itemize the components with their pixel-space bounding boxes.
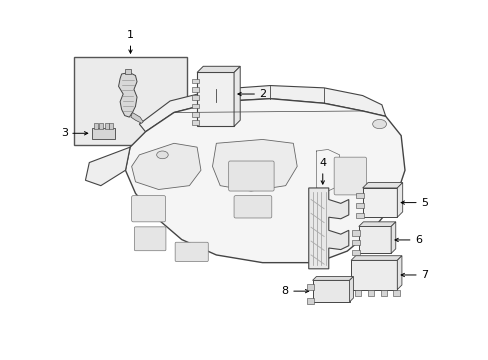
- Polygon shape: [197, 66, 240, 72]
- Bar: [192, 120, 198, 125]
- Bar: [356, 193, 364, 198]
- Polygon shape: [308, 188, 348, 269]
- Bar: [380, 289, 386, 296]
- Polygon shape: [125, 99, 404, 263]
- Bar: [192, 95, 198, 100]
- Polygon shape: [139, 86, 385, 132]
- Bar: [306, 284, 313, 291]
- Bar: [312, 280, 349, 302]
- Text: 5: 5: [420, 198, 427, 208]
- Bar: [192, 87, 198, 91]
- Polygon shape: [396, 183, 402, 217]
- Bar: [362, 188, 396, 217]
- Bar: [104, 123, 108, 129]
- Bar: [354, 289, 360, 296]
- Polygon shape: [131, 143, 201, 189]
- Text: 8: 8: [281, 286, 288, 296]
- FancyBboxPatch shape: [175, 242, 208, 261]
- Polygon shape: [349, 276, 353, 302]
- Ellipse shape: [372, 120, 386, 129]
- FancyBboxPatch shape: [234, 195, 271, 218]
- Polygon shape: [312, 276, 353, 280]
- Bar: [393, 289, 399, 296]
- Bar: [351, 240, 360, 245]
- Polygon shape: [390, 222, 395, 253]
- Ellipse shape: [156, 151, 168, 159]
- Bar: [192, 78, 198, 83]
- Bar: [74, 57, 187, 145]
- Bar: [351, 249, 360, 255]
- Bar: [91, 128, 115, 139]
- Bar: [356, 203, 364, 208]
- Text: 2: 2: [259, 89, 266, 99]
- Bar: [197, 72, 234, 126]
- Bar: [192, 104, 198, 108]
- Text: 4: 4: [319, 158, 325, 168]
- Bar: [94, 123, 98, 129]
- Polygon shape: [350, 256, 401, 260]
- Bar: [367, 289, 373, 296]
- Bar: [356, 213, 364, 218]
- FancyBboxPatch shape: [333, 157, 366, 195]
- Polygon shape: [358, 222, 395, 226]
- Bar: [109, 123, 113, 129]
- Polygon shape: [85, 147, 130, 186]
- Bar: [306, 298, 313, 304]
- Bar: [124, 69, 131, 74]
- Polygon shape: [362, 183, 402, 188]
- Bar: [99, 123, 103, 129]
- Polygon shape: [396, 256, 401, 289]
- Bar: [358, 226, 390, 253]
- FancyBboxPatch shape: [134, 227, 165, 251]
- Text: 3: 3: [61, 128, 68, 138]
- Polygon shape: [212, 139, 297, 191]
- Text: 6: 6: [414, 235, 421, 245]
- Text: 7: 7: [420, 270, 427, 280]
- FancyBboxPatch shape: [228, 161, 274, 191]
- Polygon shape: [118, 72, 137, 117]
- Bar: [351, 230, 360, 236]
- Text: 1: 1: [127, 30, 134, 40]
- Polygon shape: [234, 66, 240, 126]
- Polygon shape: [131, 112, 143, 123]
- Bar: [192, 112, 198, 117]
- FancyBboxPatch shape: [131, 195, 165, 222]
- Bar: [350, 260, 396, 289]
